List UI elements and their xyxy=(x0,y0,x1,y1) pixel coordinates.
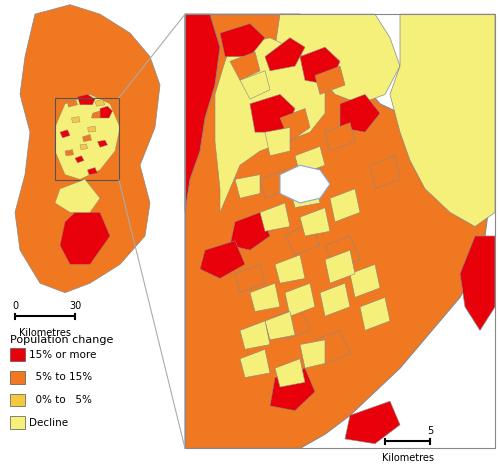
Polygon shape xyxy=(265,312,295,340)
Polygon shape xyxy=(325,250,355,283)
Polygon shape xyxy=(460,236,495,330)
Polygon shape xyxy=(285,283,315,316)
Text: 0% to   5%: 0% to 5% xyxy=(29,395,92,405)
Polygon shape xyxy=(250,283,280,312)
Text: 0: 0 xyxy=(12,301,18,311)
Polygon shape xyxy=(360,297,390,330)
Polygon shape xyxy=(265,38,305,71)
Bar xyxy=(55,98,119,180)
Polygon shape xyxy=(15,5,160,293)
Polygon shape xyxy=(220,24,265,57)
Text: Decline: Decline xyxy=(29,418,68,428)
Bar xyxy=(10,348,25,361)
Polygon shape xyxy=(88,126,96,132)
Polygon shape xyxy=(235,175,260,198)
Polygon shape xyxy=(88,168,98,175)
Polygon shape xyxy=(345,401,400,444)
Bar xyxy=(10,371,25,384)
Polygon shape xyxy=(280,109,310,142)
Polygon shape xyxy=(98,140,108,147)
Polygon shape xyxy=(390,14,495,227)
Polygon shape xyxy=(265,127,290,156)
Polygon shape xyxy=(240,349,270,378)
Polygon shape xyxy=(230,212,270,250)
Polygon shape xyxy=(78,94,95,105)
Polygon shape xyxy=(240,321,270,349)
Polygon shape xyxy=(65,150,74,156)
Polygon shape xyxy=(325,236,360,269)
Text: 5: 5 xyxy=(427,426,433,436)
Polygon shape xyxy=(300,208,330,236)
Text: 0: 0 xyxy=(382,426,388,436)
Polygon shape xyxy=(260,170,290,198)
Polygon shape xyxy=(92,111,100,118)
Polygon shape xyxy=(185,14,220,212)
Polygon shape xyxy=(55,94,120,179)
Polygon shape xyxy=(320,283,350,316)
Polygon shape xyxy=(315,330,350,363)
Polygon shape xyxy=(340,94,380,132)
Polygon shape xyxy=(80,144,88,150)
Polygon shape xyxy=(300,47,340,85)
Polygon shape xyxy=(240,71,270,99)
Polygon shape xyxy=(260,203,290,231)
Bar xyxy=(185,14,495,448)
Bar xyxy=(10,394,25,406)
Polygon shape xyxy=(235,264,265,293)
Polygon shape xyxy=(295,146,325,175)
Text: 30: 30 xyxy=(69,301,81,311)
Polygon shape xyxy=(275,255,305,283)
Polygon shape xyxy=(215,38,325,212)
Polygon shape xyxy=(100,106,112,118)
Bar xyxy=(185,14,495,448)
Polygon shape xyxy=(290,179,320,208)
Polygon shape xyxy=(275,307,310,340)
Polygon shape xyxy=(315,66,345,94)
Polygon shape xyxy=(300,340,325,368)
Polygon shape xyxy=(330,189,360,222)
Polygon shape xyxy=(230,52,260,80)
Polygon shape xyxy=(72,117,80,123)
Polygon shape xyxy=(275,359,305,387)
Polygon shape xyxy=(280,165,330,203)
Polygon shape xyxy=(55,179,100,212)
Polygon shape xyxy=(325,123,355,151)
Text: Population change: Population change xyxy=(10,335,114,345)
Polygon shape xyxy=(60,130,70,138)
Polygon shape xyxy=(75,156,84,163)
Polygon shape xyxy=(82,135,92,142)
Polygon shape xyxy=(250,94,295,132)
Polygon shape xyxy=(200,241,245,278)
Polygon shape xyxy=(275,14,400,104)
Polygon shape xyxy=(185,14,490,448)
Text: Kilometres: Kilometres xyxy=(382,453,434,463)
Text: 15% or more: 15% or more xyxy=(29,350,96,360)
Polygon shape xyxy=(68,100,78,107)
Polygon shape xyxy=(95,99,105,106)
Polygon shape xyxy=(350,264,380,297)
Polygon shape xyxy=(370,156,400,189)
Polygon shape xyxy=(270,368,315,411)
Text: Kilometres: Kilometres xyxy=(19,328,71,338)
Polygon shape xyxy=(285,222,320,255)
Text: 5% to 15%: 5% to 15% xyxy=(29,372,92,382)
Polygon shape xyxy=(60,212,110,264)
Bar xyxy=(10,416,25,429)
